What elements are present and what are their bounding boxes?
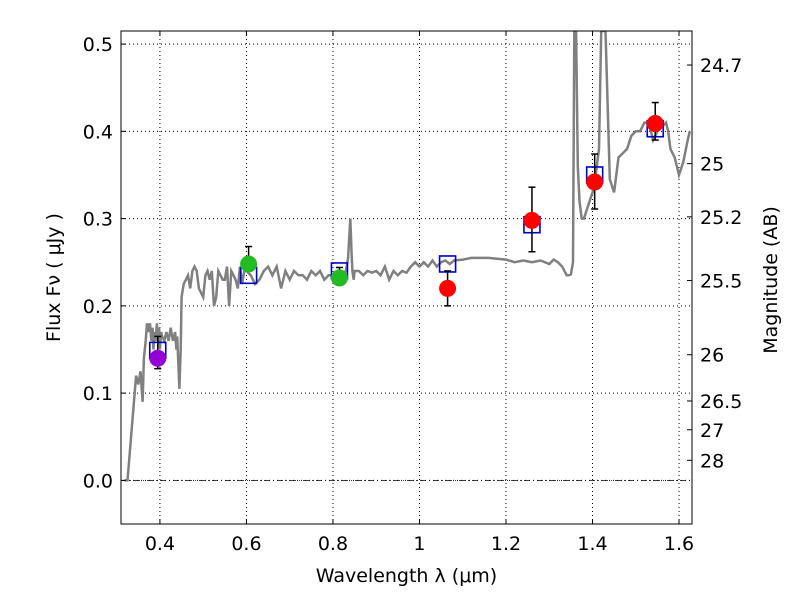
x-axis-label: Wavelength λ (μm) bbox=[316, 565, 497, 587]
right-tick-label: 25.2 bbox=[700, 207, 742, 229]
observed-data-point bbox=[330, 269, 348, 287]
grid-lines bbox=[121, 31, 692, 524]
x-tick-label: 1 bbox=[413, 533, 425, 555]
y-tick-label: 0.3 bbox=[83, 209, 113, 231]
axis-ticks: 0.4 0.6 0.8 1 1.2 1.4 1.6 0.0 0.1 0.2 0.3 0.4 0.5 24.… bbox=[83, 31, 742, 555]
observed-data-point bbox=[149, 349, 167, 367]
y-tick-label: 0.2 bbox=[83, 296, 113, 318]
y-tick-label: 0.4 bbox=[83, 121, 113, 143]
y-axis-label: Flux Fν ( μJy ) bbox=[43, 213, 65, 342]
observed-data-point bbox=[646, 114, 664, 132]
right-tick-label: 26.5 bbox=[700, 391, 742, 413]
x-tick-label: 1.4 bbox=[577, 533, 607, 555]
plot-frame bbox=[120, 30, 693, 525]
y-tick-label: 0.0 bbox=[83, 470, 113, 492]
x-tick-label: 1.2 bbox=[491, 533, 521, 555]
observed-data-point bbox=[240, 255, 258, 273]
model-photometry-point bbox=[438, 255, 457, 273]
y-tick-label: 0.1 bbox=[83, 383, 113, 405]
sed-model-line bbox=[124, 31, 692, 482]
x-tick-label: 0.8 bbox=[318, 533, 348, 555]
right-tick-label: 28 bbox=[700, 450, 724, 472]
x-tick-label: 1.6 bbox=[664, 533, 694, 555]
right-tick-label: 26 bbox=[700, 345, 724, 367]
observed-data-point bbox=[586, 173, 604, 191]
x-tick-label: 0.6 bbox=[231, 533, 261, 555]
observed-data-point bbox=[439, 279, 457, 297]
y-tick-label: 0.5 bbox=[83, 34, 113, 56]
right-tick-label: 25 bbox=[700, 154, 724, 176]
right-tick-label: 27 bbox=[700, 420, 724, 442]
x-tick-label: 0.4 bbox=[145, 533, 175, 555]
y-axis-right-label: Magnitude (AB) bbox=[760, 206, 782, 354]
plot-area bbox=[124, 31, 692, 482]
observed-data-point bbox=[523, 211, 541, 229]
right-tick-label: 24.7 bbox=[700, 55, 742, 77]
right-tick-label: 25.5 bbox=[700, 271, 742, 293]
